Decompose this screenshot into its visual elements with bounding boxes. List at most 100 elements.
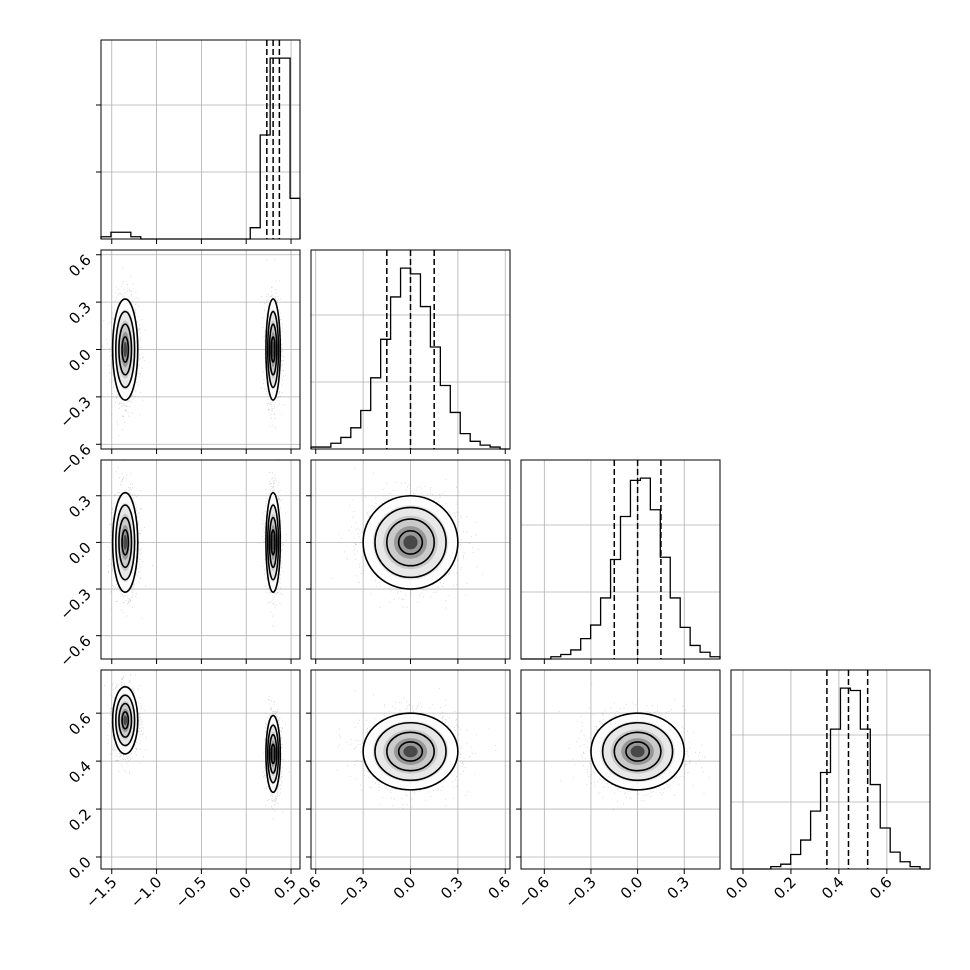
x-tick-label: 0.0 <box>225 873 255 903</box>
histogram-step <box>521 477 721 660</box>
density-level <box>123 715 128 726</box>
histogram-step <box>100 57 301 240</box>
y-tick-label: 0.0 <box>65 538 95 568</box>
contour-line <box>111 685 139 755</box>
y-tick-label: 0.3 <box>65 492 95 522</box>
y-tick-label: −0.6 <box>56 440 94 478</box>
contour-line <box>625 741 651 762</box>
contour-line <box>121 529 130 556</box>
contour-line <box>386 518 435 567</box>
pair-panel-content <box>331 468 484 609</box>
density-level <box>123 534 128 550</box>
x-tick-label: −0.5 <box>172 873 210 911</box>
histogram-step <box>731 687 930 870</box>
pair-panel-content <box>104 673 290 820</box>
contour-line <box>268 733 278 774</box>
pair-panel-1-3: −0.6 −0.3 0.0 0.3 <box>56 459 301 670</box>
contour-line <box>266 724 280 784</box>
histogram-panel-3 <box>520 459 721 664</box>
contour-line <box>266 310 280 389</box>
density-level <box>272 341 275 358</box>
contour-line <box>118 323 133 376</box>
contour-line <box>397 741 424 762</box>
density-level <box>272 748 275 760</box>
x-tick-label: 0.6 <box>484 873 514 903</box>
contour-line <box>121 711 130 730</box>
axes-frame <box>520 669 721 870</box>
x-tick-label: 0.2 <box>770 873 800 903</box>
density-level <box>403 535 418 550</box>
y-tick-label: −0.6 <box>56 632 94 670</box>
contour-line <box>362 494 459 590</box>
axes-frame <box>100 459 301 660</box>
contour-line <box>601 721 674 782</box>
pair-panel-content <box>107 460 287 628</box>
contour-line <box>374 721 447 782</box>
contour-line <box>397 529 424 555</box>
x-tick-label: 0.4 <box>818 873 848 903</box>
histogram-panel-4: 0.0 0.2 0.4 0.6 <box>722 669 931 903</box>
contour-line <box>118 516 133 569</box>
histogram-panel-2 <box>310 249 511 454</box>
pair-panel-3-4: −0.6 −0.3 0.0 0.3 <box>515 669 721 912</box>
contour-line <box>114 694 136 747</box>
x-tick-label: −1.5 <box>82 873 120 911</box>
pair-panel-1-4: −1.5 −1.0 −0.5 0.0 0.50.00.20.40.6 <box>65 669 301 912</box>
pair-panel-content <box>558 683 710 811</box>
axes-frame <box>100 39 301 240</box>
x-tick-label: 0.3 <box>663 873 693 903</box>
y-tick-label: 0.6 <box>65 709 95 739</box>
x-tick-label: 0.0 <box>617 873 647 903</box>
contour-line <box>265 298 282 401</box>
pair-panel-content <box>336 670 497 809</box>
density-level <box>403 745 418 758</box>
contour-line <box>613 731 662 772</box>
x-tick-label: −0.6 <box>515 873 553 911</box>
y-tick-label: −0.3 <box>56 585 94 623</box>
x-tick-label: 0.0 <box>390 873 420 903</box>
y-tick-label: 0.2 <box>65 805 95 835</box>
y-tick-label: 0.4 <box>65 757 95 787</box>
density-level <box>630 745 645 758</box>
pair-panel-1-2: −0.6 −0.3 0.0 0.3 0.6 <box>56 249 301 479</box>
pair-panel-2-3 <box>306 459 511 664</box>
x-tick-label: −0.3 <box>333 873 371 911</box>
histogram-panel-1 <box>96 39 301 244</box>
contour-line <box>114 310 136 389</box>
contour-line <box>121 336 130 363</box>
contour-line <box>265 714 282 794</box>
x-tick-label: 0.0 <box>722 873 752 903</box>
x-tick-label: 0.6 <box>866 873 896 903</box>
y-tick-label: 0.6 <box>65 251 95 281</box>
density-level <box>123 341 128 358</box>
contour-line <box>111 491 139 593</box>
contour-line <box>268 323 278 376</box>
axes-frame <box>730 669 931 870</box>
contour-line <box>111 298 139 401</box>
axes-frame <box>520 459 721 660</box>
density-level <box>272 534 275 550</box>
y-tick-label: 0.0 <box>65 346 95 376</box>
contour-line <box>265 491 282 593</box>
x-tick-label: 0.3 <box>437 873 467 903</box>
contour-line <box>362 712 459 791</box>
contour-line <box>270 529 276 556</box>
pair-panel-content <box>101 258 286 437</box>
x-tick-label: −1.0 <box>127 873 165 911</box>
y-tick-label: 0.3 <box>65 298 95 328</box>
contour-line <box>270 743 276 765</box>
contour-line <box>386 731 435 772</box>
contour-line <box>268 516 278 569</box>
contour-line <box>590 712 686 791</box>
axes-frame <box>100 669 301 870</box>
contour-line <box>266 504 280 581</box>
y-tick-label: 0.0 <box>65 853 95 883</box>
pair-panel-2-4: −0.6 −0.3 0.0 0.3 0.6 <box>286 669 514 912</box>
contour-line <box>118 702 133 738</box>
contour-line <box>114 504 136 581</box>
y-tick-label: −0.3 <box>56 393 94 431</box>
contour-line <box>270 336 276 363</box>
contour-line <box>374 506 447 579</box>
x-tick-label: −0.3 <box>561 873 599 911</box>
